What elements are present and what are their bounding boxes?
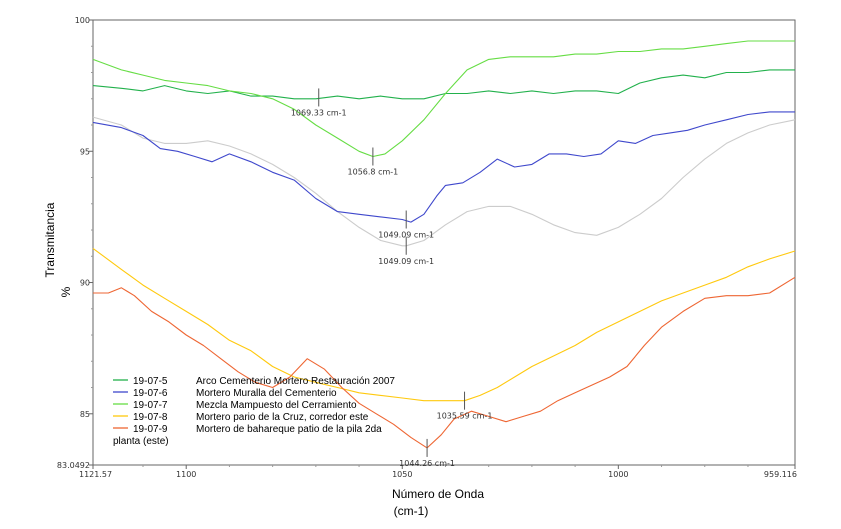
- legend-text: Mezcla Mampuesto del Cerramiento: [196, 400, 357, 411]
- y-axis-unit: %: [59, 286, 73, 297]
- plot-frame: [92, 19, 796, 466]
- y-tick-label: 90: [80, 279, 90, 288]
- x-tick-label: 959.116: [764, 470, 797, 479]
- x-tick-label: 1050: [392, 470, 412, 479]
- peak-label: 1049.09 cm-1: [378, 231, 434, 240]
- peak-label: 1069.33 cm-1: [291, 108, 347, 117]
- x-axis-unit: (cm-1): [394, 504, 429, 518]
- series-line-19-07-6: [92, 111, 795, 223]
- legend-wrap-text: planta (este): [113, 436, 169, 447]
- y-tick-label: 100: [75, 16, 90, 25]
- x-tick-label: 1100: [176, 470, 196, 479]
- x-tick-label: 1121.57: [79, 470, 112, 479]
- legend-text: Mortero de bahareque patio de la pila 2d…: [196, 424, 382, 435]
- legend-text: Mortero Muralla del Cementerio: [196, 388, 337, 399]
- y-axis-label: Transmitancia: [43, 202, 57, 277]
- legend-id: 19-07-5: [133, 376, 168, 387]
- legend-id: 19-07-8: [133, 412, 168, 423]
- x-tick-label: 1000: [608, 470, 628, 479]
- peak-label: 1056.8 cm-1: [348, 168, 399, 177]
- legend-text: Arco Cementerio Mortero Restauración 200…: [196, 376, 395, 387]
- legend-id: 19-07-9: [133, 424, 168, 435]
- peak-label: 1049.09 cm-1: [378, 257, 434, 266]
- series-line-19-07-8: [92, 247, 796, 402]
- legend-text: Mortero pario de la Cruz, corredor este: [196, 412, 369, 423]
- y-tick-label: 95: [80, 147, 90, 156]
- legend: 19-07-5 Arco Cementerio Mortero Restaurac…: [113, 376, 395, 447]
- series-line-19-07-7: [92, 40, 795, 158]
- series-line-unlabeled: [92, 116, 796, 247]
- peak-label: 1035.59 cm-1: [437, 412, 493, 421]
- annotation-layer: 1069.33 cm-1 1056.8 cm-1 1049.09 cm-1 1049.…: [291, 88, 493, 468]
- x-axis-label: Número de Onda: [392, 487, 484, 501]
- peak-label: 1044.26 cm-1: [399, 459, 455, 468]
- plot-border: [92, 19, 796, 466]
- legend-id: 19-07-7: [133, 400, 168, 411]
- y-tick-label: 85: [80, 410, 90, 419]
- y-tick-label: 83.0492: [57, 461, 90, 470]
- legend-id: 19-07-6: [133, 388, 168, 399]
